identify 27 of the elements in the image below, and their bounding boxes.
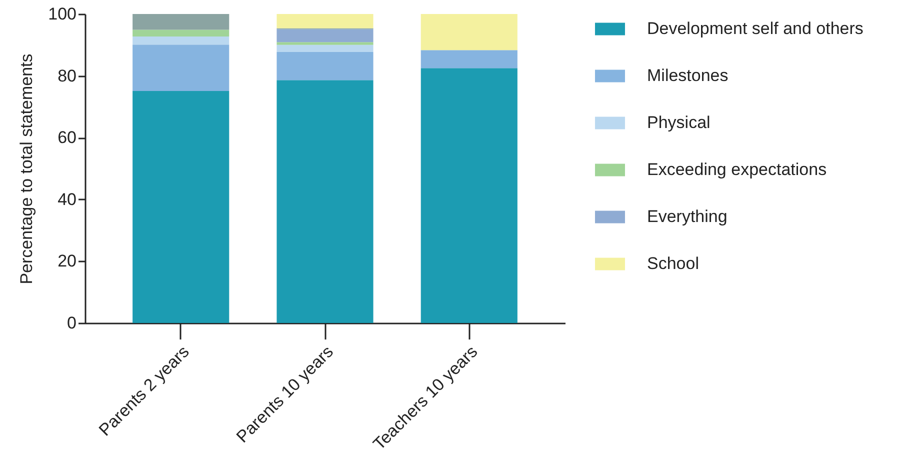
bar (420, 68, 518, 323)
bar (276, 14, 374, 28)
bar (132, 14, 230, 30)
bar (132, 90, 230, 323)
y-axis-title: Percentage to total statements (17, 54, 36, 284)
bar (420, 50, 518, 68)
bar (132, 30, 230, 37)
bar (276, 29, 374, 42)
y-tick-label: 60 (58, 128, 76, 148)
bar (276, 52, 374, 80)
y-tick-label: 80 (58, 66, 76, 86)
legend-label: School (647, 254, 699, 273)
y-tick-label: 100 (48, 4, 76, 24)
bar (276, 42, 374, 45)
legend-label: Exceeding expectations (647, 160, 827, 179)
legend-label: Development self and others (647, 19, 864, 38)
bar (420, 14, 518, 50)
y-tick-label: 40 (58, 190, 76, 209)
legend-label: Physical (647, 113, 710, 132)
y-tick-label: 0 (67, 314, 76, 332)
y-tick-label: 20 (58, 252, 76, 271)
legend-label: Everything (647, 207, 728, 226)
bar (132, 36, 230, 45)
bar (132, 44, 230, 91)
legend-label: Milestones (647, 66, 728, 85)
bar (276, 80, 374, 323)
bar (276, 44, 374, 52)
